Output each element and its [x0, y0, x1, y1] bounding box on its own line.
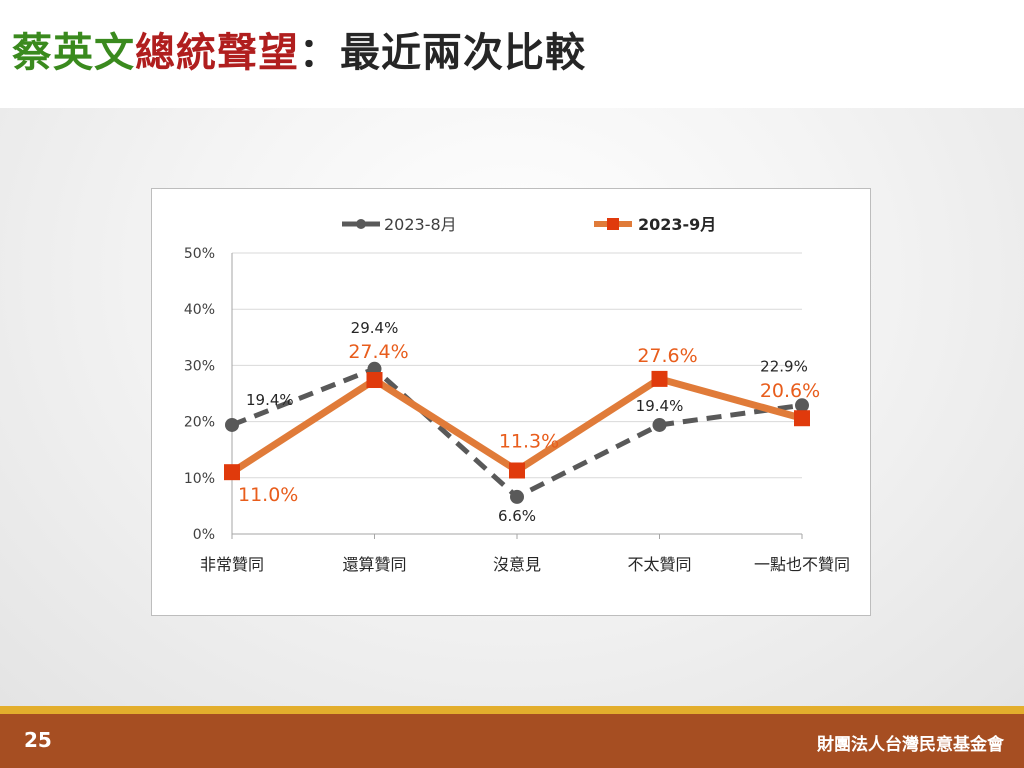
data-label-sep: 11.0%	[238, 484, 298, 506]
data-label-sep: 20.6%	[760, 380, 820, 402]
data-label-aug: 29.4%	[351, 319, 399, 337]
series-line-sep	[230, 375, 803, 476]
data-point-aug	[795, 398, 809, 413]
organization-name: 財團法人台灣民意基金會	[817, 735, 1004, 755]
y-tick-label: 0%	[193, 527, 215, 543]
title-bar: 蔡英文總統聲望：最近兩次比較	[0, 0, 1024, 108]
y-tick-label: 30%	[184, 358, 215, 374]
data-point-sep	[366, 372, 383, 389]
data-point-sep	[794, 410, 810, 427]
data-point-sep	[224, 464, 240, 481]
data-label-aug: 22.9%	[760, 357, 808, 375]
data-label-sep: 27.4%	[348, 341, 408, 363]
y-tick-label: 40%	[184, 302, 215, 318]
y-tick-label: 20%	[184, 415, 215, 431]
data-label-aug: 19.4%	[246, 391, 294, 409]
x-tick-label: 還算贊同	[342, 555, 406, 574]
legend-marker-sep	[607, 218, 619, 230]
footer-accent-line	[0, 706, 1024, 714]
slide-title: 蔡英文總統聲望：最近兩次比較	[12, 28, 586, 78]
footer-bar: 25 財團法人台灣民意基金會	[0, 714, 1024, 768]
data-label-aug: 19.4%	[636, 397, 684, 415]
title-name: 蔡英文	[12, 30, 135, 76]
data-point-sep	[651, 370, 668, 387]
data-point-aug	[652, 417, 667, 432]
data-label-sep: 11.3%	[499, 430, 559, 452]
legend-label-aug: 2023-8月	[384, 215, 457, 234]
data-point-aug	[510, 489, 524, 504]
chart-panel: 0% 10% 20% 30% 40% 50% 非常贊同 還算贊同 沒意見 不太贊同 一點也不贊同 20…	[151, 188, 871, 616]
title-suffix: ：最近兩次比較	[299, 30, 586, 76]
line-chart: 0% 10% 20% 30% 40% 50% 非常贊同 還算贊同 沒意見 不太贊同 一點也不贊同 20…	[184, 215, 850, 574]
data-label-sep: 27.6%	[637, 345, 697, 367]
x-tick-label: 非常贊同	[200, 555, 264, 574]
legend-label-sep: 2023-9月	[638, 215, 716, 234]
y-tick-label: 10%	[184, 471, 215, 487]
x-tick-label: 不太贊同	[627, 555, 691, 574]
y-tick-label: 50%	[184, 246, 215, 262]
data-label-aug: 6.6%	[498, 507, 536, 525]
data-point-sep	[509, 462, 525, 479]
legend-marker-aug	[356, 219, 366, 229]
page-number: 25	[24, 728, 52, 752]
title-topic: 總統聲望	[135, 30, 299, 76]
data-point-aug	[225, 417, 239, 432]
x-tick-label: 沒意見	[493, 555, 541, 574]
x-tick-label: 一點也不贊同	[754, 555, 850, 574]
